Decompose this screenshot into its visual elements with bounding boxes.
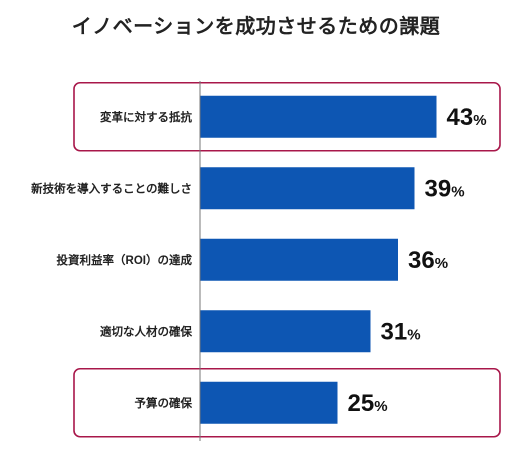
value-label: 36% [408, 247, 448, 274]
value-label: 25% [348, 390, 388, 417]
category-label: 投資利益率（ROI）の達成 [57, 253, 193, 267]
category-label: 予算の確保 [135, 396, 193, 410]
category-label: 変革に対する抵抗 [100, 110, 192, 124]
bar [200, 310, 371, 353]
bar [200, 95, 437, 138]
category-label: 新技術を導入することの難しさ [31, 181, 192, 195]
bar [200, 381, 338, 424]
bar [200, 167, 415, 210]
bar [200, 238, 398, 281]
value-label: 39% [425, 175, 465, 202]
highlight-box [73, 367, 501, 438]
category-label: 適切な人材の確保 [100, 324, 192, 338]
value-label: 31% [381, 318, 421, 345]
highlight-box [73, 81, 501, 152]
chart-title: イノベーションを成功させるための課題 [71, 14, 441, 38]
value-label: 43% [447, 104, 487, 131]
